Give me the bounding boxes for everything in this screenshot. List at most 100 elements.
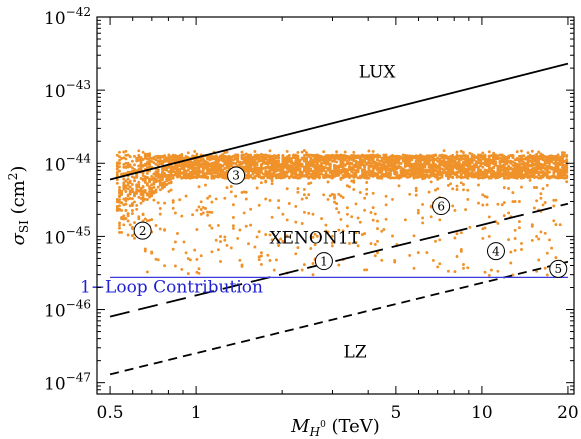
scatter-point [124, 186, 128, 190]
scatter-point [118, 165, 121, 169]
scatter-point [487, 273, 491, 277]
scatter-point [307, 193, 311, 197]
scatter-point [317, 154, 321, 158]
scatter-point [548, 162, 551, 166]
scatter-point [115, 181, 119, 185]
scatter-point [197, 205, 201, 209]
scatter-point [309, 160, 313, 164]
scatter-point [163, 201, 167, 205]
scatter-point [124, 149, 128, 153]
scatter-point [191, 175, 195, 179]
scatter-point [468, 158, 472, 162]
scatter-point [135, 173, 139, 177]
scatter-point [210, 164, 214, 167]
scatter-point [539, 152, 543, 156]
scatter-point [120, 157, 124, 160]
scatter-point [156, 179, 160, 183]
scatter-point [384, 217, 388, 221]
scatter-point [552, 219, 556, 223]
scatter-point [124, 197, 128, 200]
scatter-point [277, 239, 281, 243]
scatter-point [421, 163, 425, 166]
scatter-point [210, 250, 214, 254]
scatter-point [244, 155, 248, 159]
scatter-point [193, 248, 197, 252]
scatter-point [459, 231, 463, 235]
scatter-point [139, 155, 143, 159]
scatter-point [412, 168, 416, 172]
scatter-point [298, 159, 302, 163]
scatter-point [231, 216, 235, 219]
scatter-point [335, 202, 339, 206]
scatter-point [419, 153, 422, 157]
scatter-point [139, 158, 143, 161]
scatter-point [229, 164, 233, 167]
scatter-point [240, 156, 244, 159]
scatter-point [236, 164, 240, 168]
scatter-point [416, 211, 420, 215]
scatter-point [543, 201, 547, 204]
scatter-point [502, 171, 506, 175]
scatter-point [259, 251, 263, 255]
scatter-point [369, 157, 373, 161]
scatter-point [313, 160, 317, 164]
scatter-point [565, 175, 569, 179]
scatter-point [438, 172, 442, 176]
scatter-point [530, 164, 534, 168]
scatter-point [421, 216, 425, 220]
scatter-point [459, 181, 463, 185]
scatter-point [328, 163, 332, 167]
scatter-point [380, 258, 384, 262]
scatter-point [563, 151, 566, 155]
scatter-point [384, 153, 388, 157]
scatter-point [438, 238, 442, 242]
scatter-point [152, 176, 156, 180]
scatter-point [302, 156, 306, 160]
scatter-point [253, 153, 257, 157]
scatter-point [515, 169, 519, 173]
scatter-point [339, 177, 343, 181]
scatter-point [277, 206, 281, 210]
scatter-point [466, 266, 470, 270]
line-lux [109, 62, 569, 181]
scatter-point [176, 232, 179, 235]
scatter-point [348, 174, 351, 178]
scatter-point [313, 171, 317, 175]
scatter-point [535, 152, 539, 156]
scatter-point [143, 180, 147, 184]
scatter-point [483, 270, 487, 274]
scatter-point [343, 172, 347, 176]
scatter-point [210, 176, 214, 180]
scatter-point [184, 194, 188, 198]
scatter-point [296, 156, 300, 159]
scatter-point [313, 232, 317, 236]
scatter-point [307, 154, 311, 158]
scatter-point [120, 189, 124, 193]
scatter-point [199, 200, 203, 204]
scatter-point [371, 167, 375, 171]
scatter-point [412, 162, 416, 166]
scatter-point [515, 157, 519, 160]
scatter-point [193, 169, 197, 173]
scatter-point [451, 160, 455, 164]
scatter-point [500, 168, 504, 172]
scatter-point [391, 176, 394, 180]
y-tick-label: 10−43 [44, 78, 91, 102]
scatter-point [511, 163, 515, 167]
scatter-point [184, 156, 188, 160]
scatter-point [378, 170, 382, 174]
scatter-point [376, 239, 379, 243]
scatter-point [554, 168, 558, 172]
scatter-point [133, 193, 136, 196]
scatter-point [431, 258, 435, 262]
scatter-point [216, 223, 220, 227]
scatter-point [378, 175, 382, 179]
scatter-point [459, 172, 463, 176]
scatter-point [326, 230, 330, 234]
scatter-point [563, 166, 566, 170]
scatter-point [472, 172, 476, 176]
scatter-point [197, 171, 201, 175]
scatter-point [296, 190, 300, 194]
scatter-point [481, 165, 485, 169]
scatter-point [335, 207, 339, 211]
